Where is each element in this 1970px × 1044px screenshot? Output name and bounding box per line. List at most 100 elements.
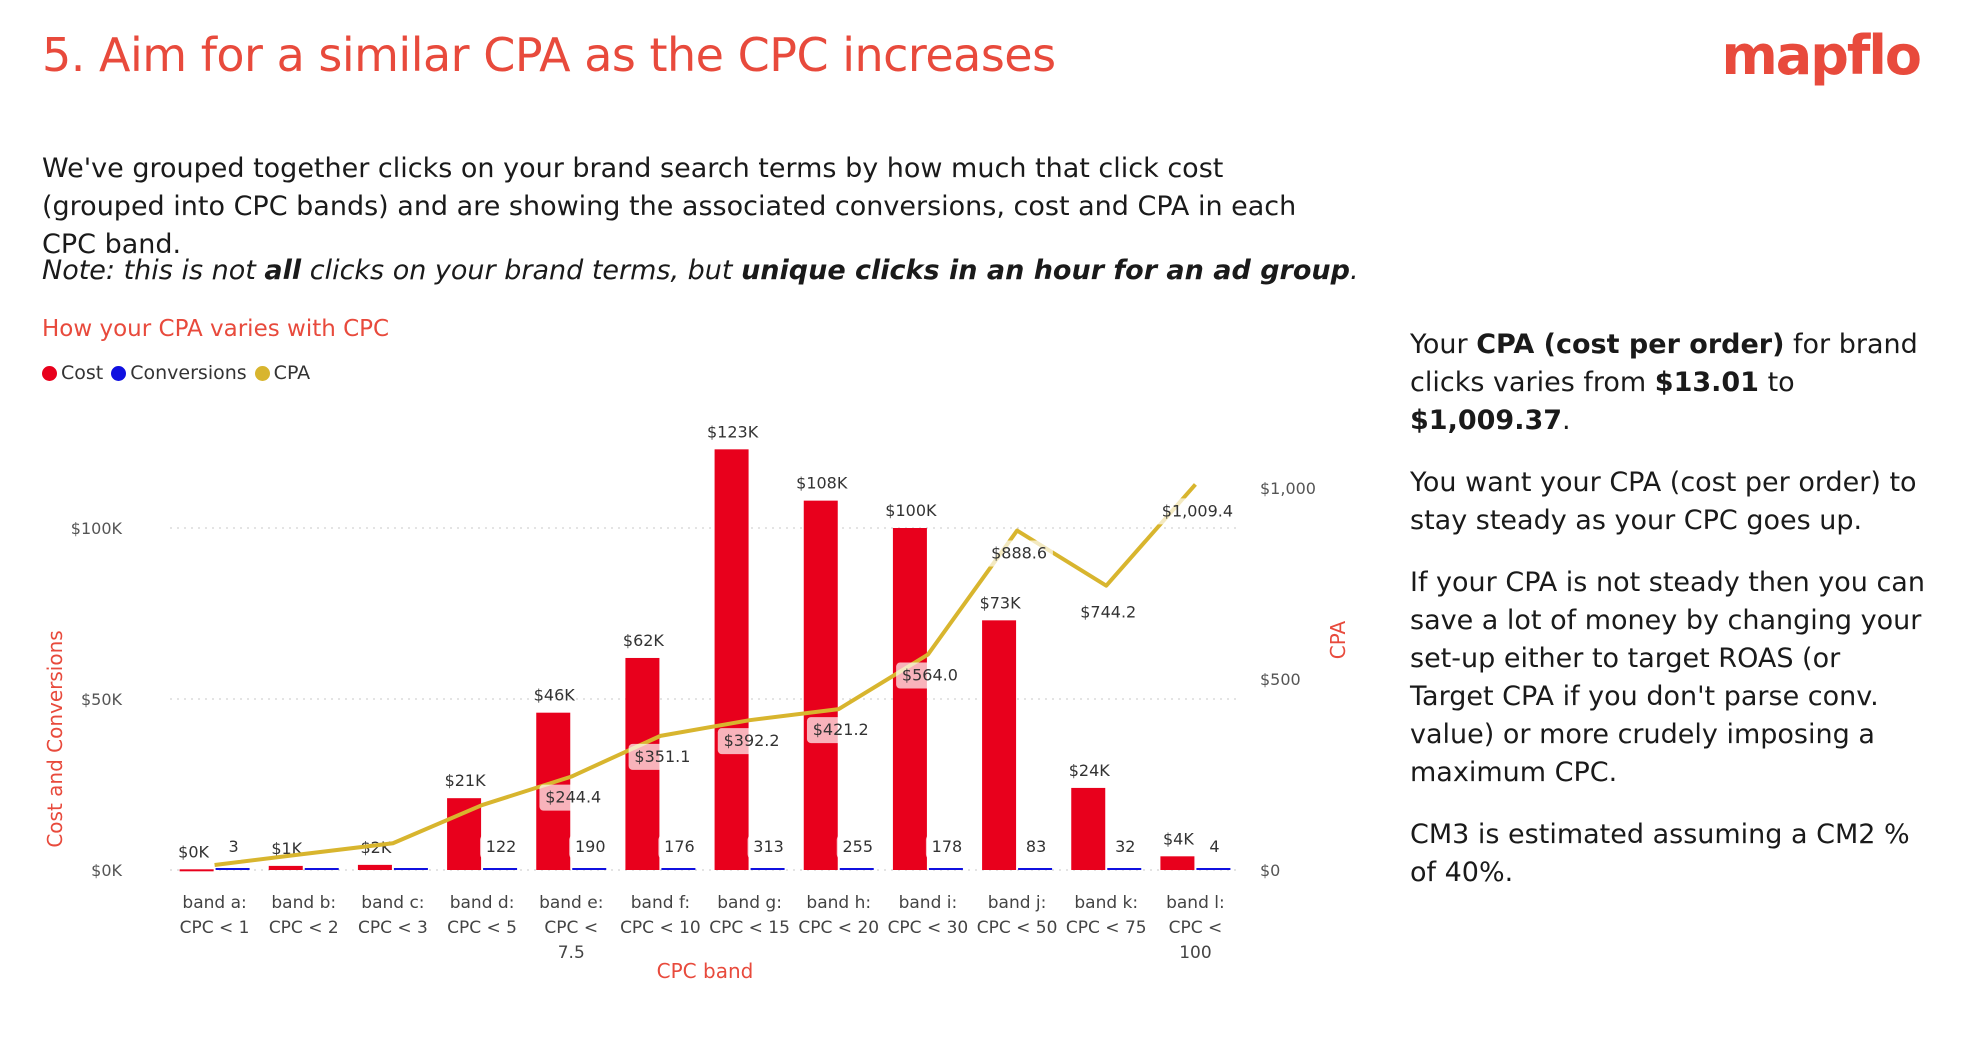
conversions-data-label: 4: [1209, 837, 1219, 856]
x-axis-tick-label: band f:: [631, 893, 690, 913]
cost-bar: [268, 865, 303, 870]
y2-axis-tick-label: $500: [1260, 670, 1301, 689]
conversions-data-label: 255: [842, 837, 873, 856]
conversions-bar: [393, 868, 428, 870]
intro-text: We've grouped together clicks on your br…: [42, 153, 1297, 260]
cpa-data-label: $244.4: [545, 788, 601, 807]
side-paragraph-cm3: CM3 is estimated assuming a CM2 % of 40%…: [1410, 819, 1910, 888]
x-axis-tick-label: band b:: [271, 893, 336, 913]
y2-axis-tick-label: $1,000: [1260, 479, 1316, 498]
cost-bar: [1160, 856, 1195, 870]
legend-item-cpa[interactable]: CPA: [254, 362, 310, 384]
conversions-bar: [1107, 868, 1142, 870]
conversions-data-label: 122: [486, 837, 517, 856]
cost-data-label: $4K: [1163, 829, 1194, 848]
conversions-label-bg: [480, 834, 523, 860]
cpa-label-bg: [717, 728, 786, 755]
x-axis-tick-label: band a:: [182, 893, 246, 913]
side-paragraph-save: If your CPA is not steady then you can s…: [1410, 567, 1925, 788]
x-axis-tick-label: CPC <: [1169, 918, 1223, 938]
cpa-label-bg: [806, 717, 875, 744]
x-axis-tick-label: CPC < 1: [180, 918, 250, 938]
conversions-data-label: 32: [1115, 837, 1135, 856]
cpa-label-bg: [985, 540, 1053, 567]
y-axis-tick-label: $50K: [81, 690, 123, 709]
x-axis-tick-label: band j:: [988, 893, 1047, 913]
cpa-data-label: $421.2: [813, 720, 869, 739]
x-axis-tick-label: 7.5: [558, 943, 585, 963]
conversions-label-bg: [222, 834, 245, 860]
conversions-label-bg: [1109, 834, 1142, 860]
conversions-label-bg: [836, 834, 879, 860]
x-axis-title: CPC band: [657, 959, 754, 983]
conversions-bar: [572, 868, 607, 870]
cpa-label-bg: [896, 662, 964, 689]
conversions-data-label: 190: [575, 837, 606, 856]
x-axis-tick-label: CPC < 50: [977, 918, 1058, 938]
conversions-data-label: 313: [753, 837, 784, 856]
x-axis-tick-label: CPC < 5: [447, 918, 517, 938]
x-axis-tick-label: band d:: [450, 893, 515, 913]
cost-bar: [447, 798, 482, 870]
cpa-data-label: $888.6: [991, 544, 1047, 563]
x-axis-tick-label: CPC < 3: [358, 918, 428, 938]
cpa-label-bg: [539, 784, 608, 811]
cost-bar: [982, 620, 1017, 870]
side-paragraph-cpa-range: Your CPA (cost per order) for brand clic…: [1410, 329, 1918, 436]
x-axis-tick-label: CPC < 15: [709, 918, 790, 938]
conversions-label-bg: [1020, 834, 1053, 860]
cpa-label-bg: [628, 743, 697, 770]
cost-bar: [714, 449, 749, 870]
side-commentary: Your CPA (cost per order) for brand clic…: [1410, 326, 1930, 916]
conversions-label-bg: [1203, 834, 1226, 860]
cost-bar: [179, 869, 214, 872]
conversions-bar: [661, 868, 696, 870]
side-paragraph-steady: You want your CPA (cost per order) to st…: [1410, 467, 1917, 536]
x-axis-tick-label: band h:: [806, 893, 871, 913]
cpa-label-bg: [1154, 498, 1241, 525]
x-axis-tick-label: band c:: [361, 893, 424, 913]
cpa-data-label: $392.2: [724, 731, 780, 750]
cost-data-label: $108K: [796, 474, 848, 493]
x-axis-tick-label: CPC < 2: [269, 918, 339, 938]
cpa-data-label: $744.2: [1080, 603, 1136, 622]
cost-data-label: $46K: [534, 686, 576, 705]
y2-axis-tick-label: $0: [1260, 861, 1280, 880]
legend-dot-cost: [42, 365, 57, 381]
cost-data-label: $62K: [623, 631, 665, 650]
cost-data-label: $0K: [178, 842, 209, 861]
x-axis-tick-label: band g:: [717, 893, 782, 913]
conversions-data-label: 3: [228, 837, 238, 856]
conversions-bar: [750, 868, 785, 870]
x-axis-tick-label: CPC < 10: [620, 918, 701, 938]
legend-dot-cpa: [254, 365, 270, 381]
conversions-bar: [215, 868, 250, 870]
conversions-data-label: 176: [664, 837, 695, 856]
cost-data-label: $100K: [885, 501, 937, 520]
x-axis-tick-label: CPC <: [544, 918, 598, 938]
x-axis-tick-label: CPC < 75: [1066, 918, 1147, 938]
cost-data-label: $73K: [980, 593, 1022, 612]
cpa-data-label: $351.1: [634, 747, 690, 766]
y-axis-tick-label: $100K: [71, 519, 123, 538]
x-axis-tick-label: band l:: [1166, 893, 1225, 913]
x-axis-tick-label: band k:: [1074, 893, 1138, 913]
y-axis-tick-label: $0K: [91, 861, 122, 880]
cost-data-label: $123K: [707, 422, 759, 441]
y-axis-title: Cost and Conversions: [43, 630, 67, 847]
cpa-combo-chart: $0K $50K $100K $0 $500 $1,000 Cost and Convers…: [43, 422, 1350, 983]
legend-item-cost[interactable]: Cost: [42, 362, 103, 384]
cost-data-label: $21K: [445, 771, 487, 790]
cost-bar: [803, 500, 838, 870]
conversions-label-bg: [925, 834, 968, 860]
legend-item-conversions[interactable]: Conversions: [111, 362, 247, 384]
cpa-line: [214, 483, 1197, 868]
conversions-bar: [839, 868, 874, 870]
conversions-bar: [1018, 868, 1053, 870]
note-text: Note: this is not all clicks on your bra…: [42, 255, 1359, 286]
conversions-bar: [928, 868, 963, 870]
conversions-data-label: 83: [1026, 837, 1046, 856]
conversions-bar: [1196, 868, 1231, 870]
cost-data-label: $24K: [1069, 761, 1111, 780]
mapflo-logo: mapflo: [1721, 24, 1922, 87]
